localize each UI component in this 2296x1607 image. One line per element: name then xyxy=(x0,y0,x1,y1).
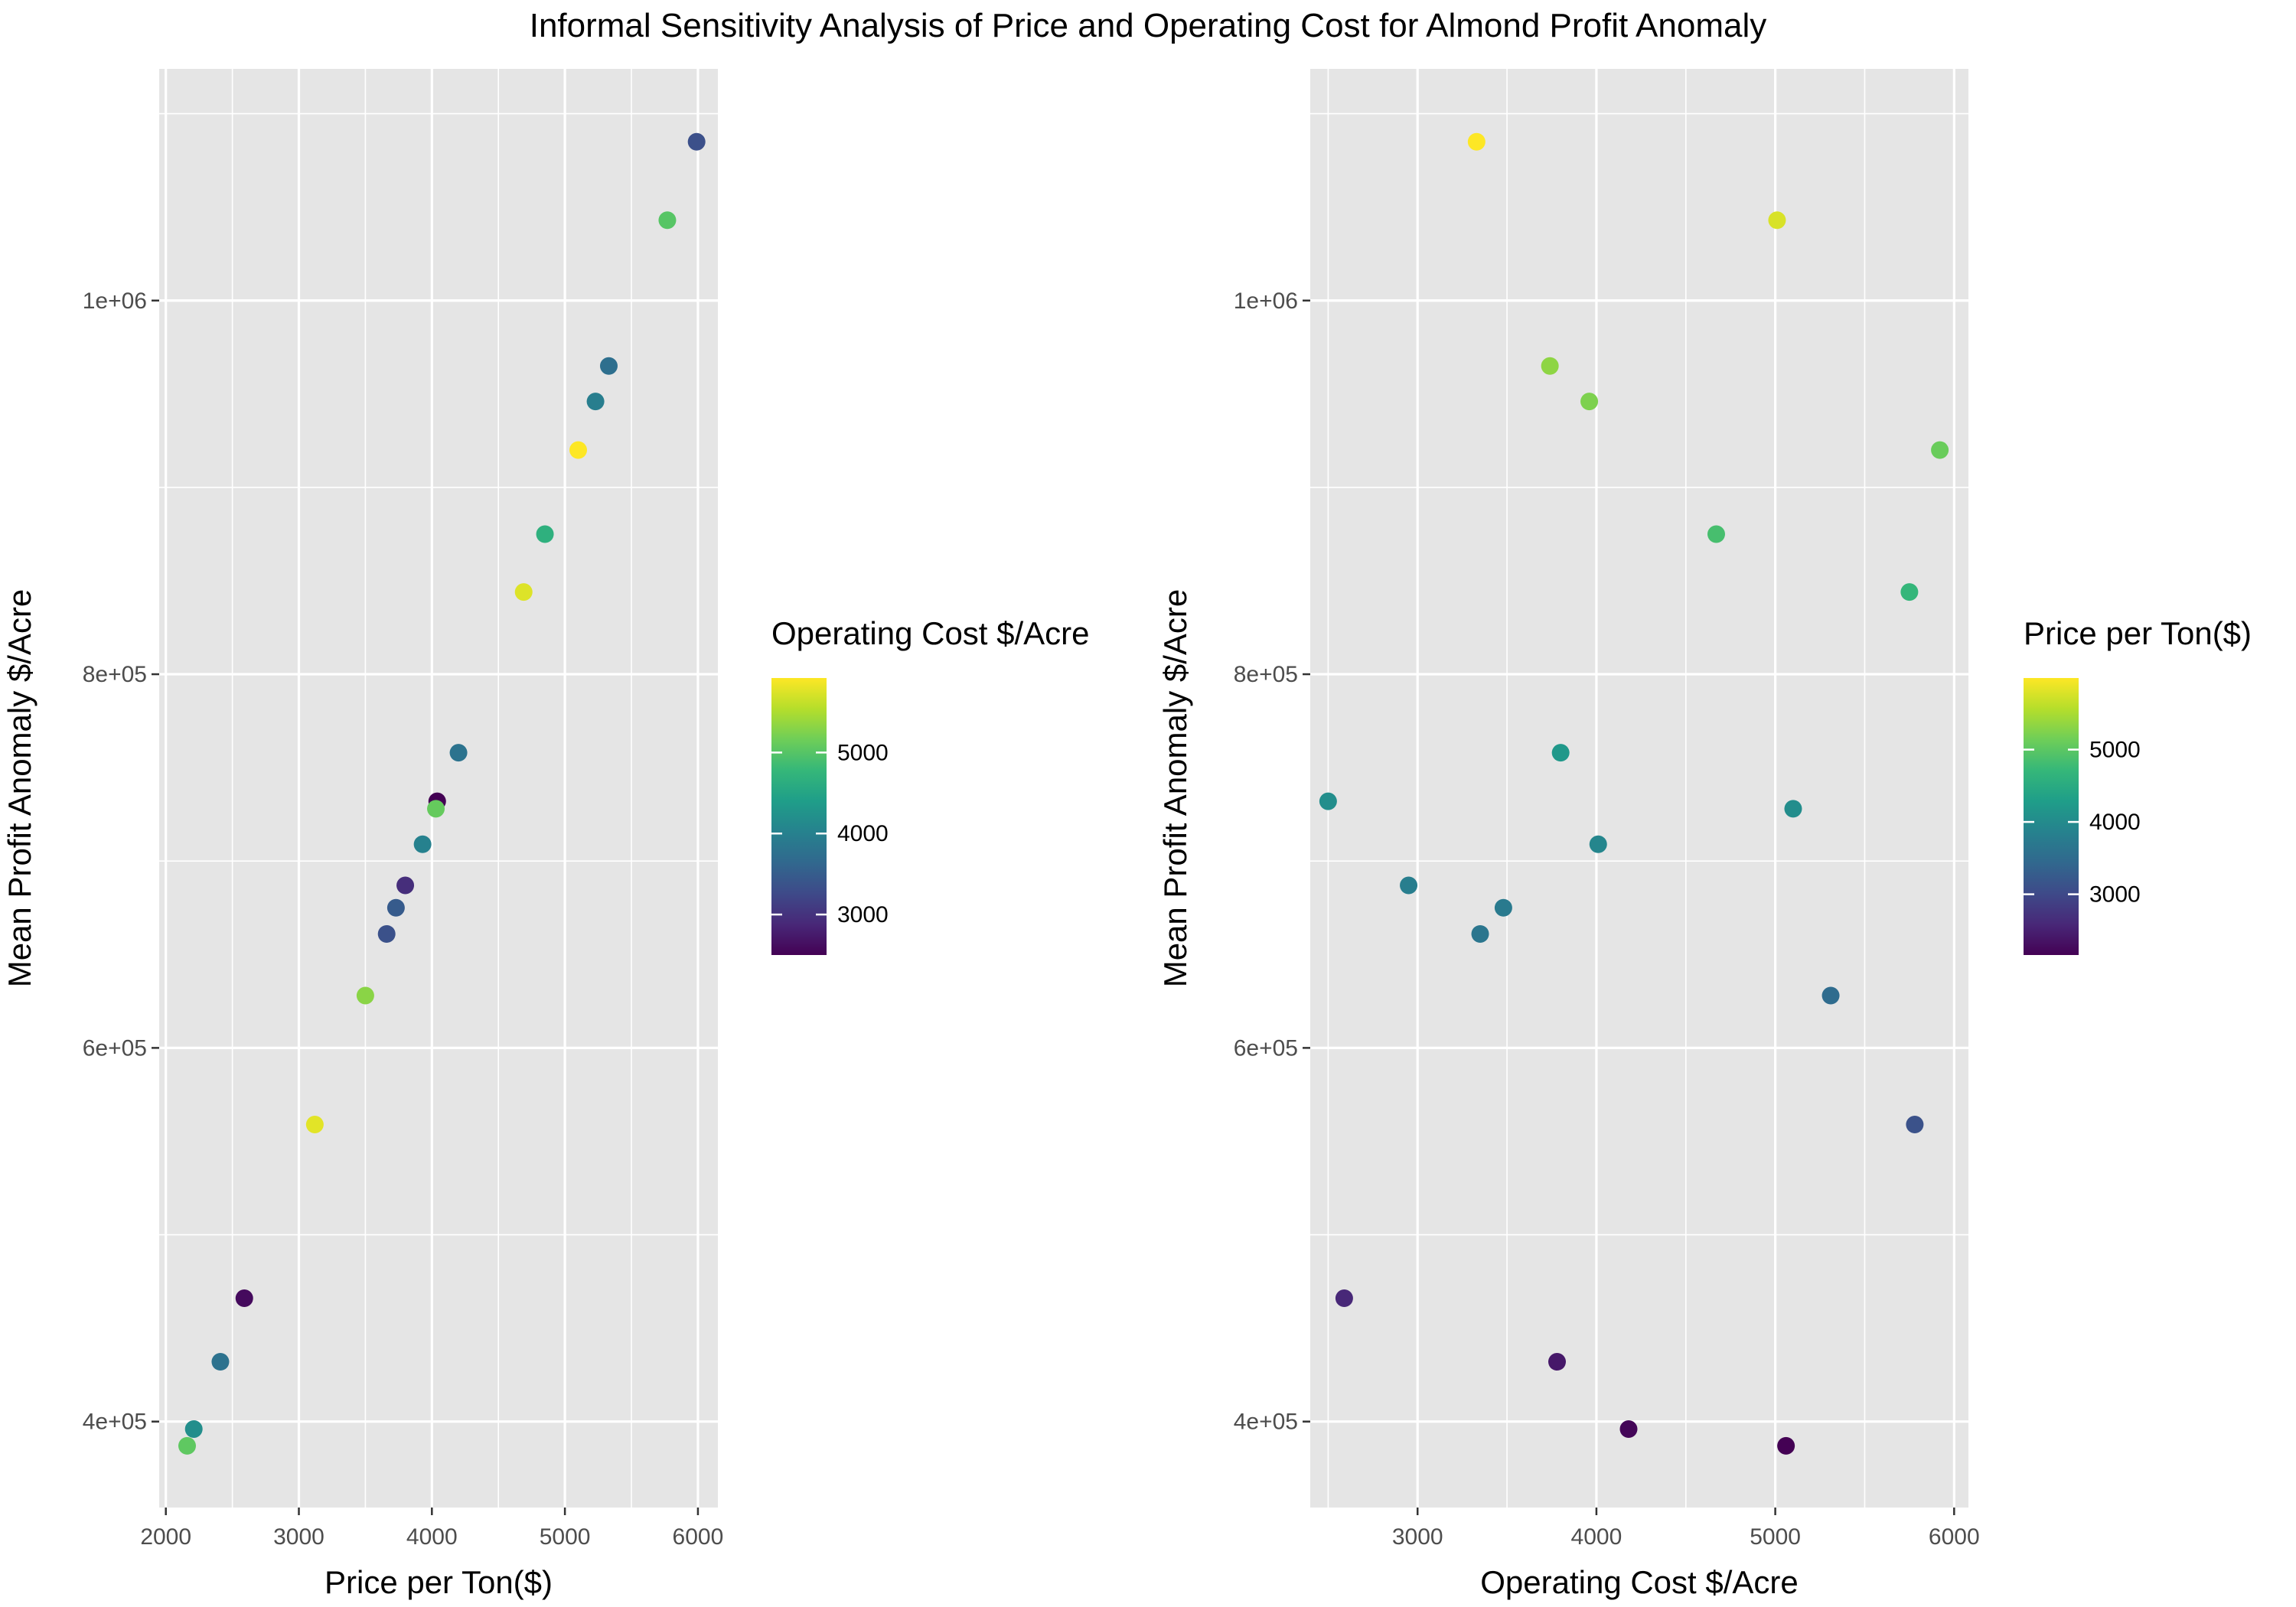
colorbar xyxy=(2024,678,2079,955)
colorbar-tick-label: 4000 xyxy=(837,821,889,846)
colorbar-tick-label: 5000 xyxy=(2089,738,2141,763)
colorbar xyxy=(771,678,827,955)
scatter-point xyxy=(1589,835,1607,853)
y-tick-label: 4e+05 xyxy=(1234,1410,1298,1435)
scatter-point xyxy=(1931,441,1949,459)
scatter-point xyxy=(1777,1436,1795,1455)
scatter-point xyxy=(1319,792,1337,810)
scatter-point xyxy=(1768,211,1786,230)
y-tick-label: 1e+06 xyxy=(83,288,147,314)
right-scatter-plot: 3000 4000 5000 6000 4e+05 6e+05 8e+05 1e+06 Oper… xyxy=(1157,69,2252,1600)
scatter-point xyxy=(1335,1289,1353,1308)
x-tick-label: 5000 xyxy=(540,1524,591,1550)
colorbar-tick-label: 3000 xyxy=(837,902,889,927)
scatter-point xyxy=(1467,132,1486,151)
scatter-point xyxy=(569,441,587,459)
scatter-point xyxy=(211,1353,230,1371)
x-tick-label: 6000 xyxy=(1929,1524,1980,1550)
y-tick-label: 4e+05 xyxy=(83,1410,147,1435)
y-tick-label: 8e+05 xyxy=(1234,662,1298,687)
x-tick-label: 6000 xyxy=(673,1524,724,1550)
scatter-point xyxy=(1900,583,1919,601)
left-scatter-plot: 2000 3000 4000 5000 6000 4e+05 6e+05 8e+05 1e+06… xyxy=(2,69,1090,1600)
y-tick-label: 6e+05 xyxy=(1234,1035,1298,1061)
x-tick-label: 5000 xyxy=(1750,1524,1801,1550)
scatter-point xyxy=(687,132,706,151)
figure-title: Informal Sensitivity Analysis of Price a… xyxy=(530,7,1767,44)
scatter-point xyxy=(178,1436,196,1455)
scatter-point xyxy=(1548,1353,1566,1371)
x-axis-title: Operating Cost $/Acre xyxy=(1480,1564,1799,1600)
scatter-point xyxy=(1619,1420,1638,1438)
y-tick-label: 8e+05 xyxy=(83,662,147,687)
legend-title: Price per Ton($) xyxy=(2024,615,2252,651)
scatter-point xyxy=(1551,744,1570,762)
scatter-point xyxy=(449,744,468,762)
scatter-point xyxy=(235,1289,253,1308)
y-tick-label: 1e+06 xyxy=(1234,288,1298,314)
x-axis-title: Price per Ton($) xyxy=(325,1564,553,1600)
scatter-point xyxy=(1906,1115,1924,1133)
x-tick-label: 4000 xyxy=(1571,1524,1623,1550)
colorbar-tick-label: 3000 xyxy=(2089,882,2141,908)
scatter-point xyxy=(413,835,432,853)
y-axis-title: Mean Profit Anomaly $/Acre xyxy=(1157,589,1193,988)
legend-title: Operating Cost $/Acre xyxy=(771,615,1090,651)
y-tick-label: 6e+05 xyxy=(83,1035,147,1061)
scatter-point xyxy=(536,525,554,543)
scatter-point xyxy=(514,583,533,601)
x-tick-label: 3000 xyxy=(1392,1524,1443,1550)
scatter-point xyxy=(184,1420,203,1438)
colorbar-tick-label: 4000 xyxy=(2089,810,2141,835)
scatter-point xyxy=(1580,393,1599,411)
scatter-point xyxy=(386,898,405,917)
scatter-point xyxy=(1784,800,1802,818)
scatter-point xyxy=(305,1115,324,1133)
colorbar-tick-label: 5000 xyxy=(837,740,889,765)
plot-panel xyxy=(1310,69,1968,1508)
x-tick-label: 2000 xyxy=(140,1524,191,1550)
plot-panel xyxy=(159,69,718,1508)
x-tick-label: 3000 xyxy=(273,1524,325,1550)
scatter-point xyxy=(1541,357,1559,375)
scatter-point xyxy=(1400,876,1418,895)
scatter-point xyxy=(658,211,677,230)
scatter-point xyxy=(427,800,445,818)
scatter-point xyxy=(396,876,415,895)
scatter-point xyxy=(586,393,605,411)
scatter-point xyxy=(1707,525,1725,543)
scatter-point xyxy=(356,986,374,1005)
scatter-point xyxy=(599,357,618,375)
scatter-point xyxy=(377,924,396,943)
scatter-point xyxy=(1471,924,1489,943)
scatter-point xyxy=(1821,986,1840,1005)
scatter-point xyxy=(1494,898,1512,917)
y-axis-title: Mean Profit Anomaly $/Acre xyxy=(2,589,38,988)
x-tick-label: 4000 xyxy=(406,1524,458,1550)
